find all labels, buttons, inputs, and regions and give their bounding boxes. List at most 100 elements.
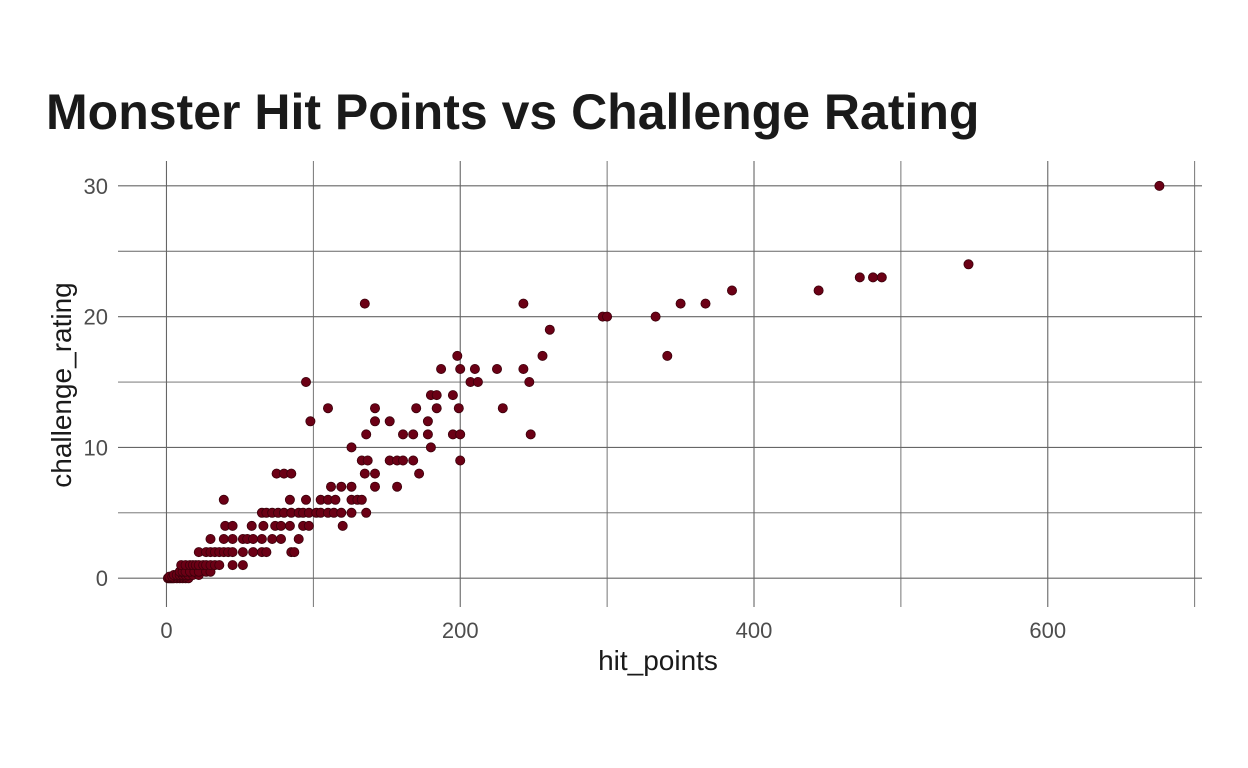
data-point: [261, 547, 272, 558]
data-point: [346, 442, 357, 453]
data-point: [472, 376, 483, 387]
x-tick-label: 600: [1029, 618, 1066, 643]
data-point: [284, 494, 295, 505]
data-point: [602, 311, 613, 322]
data-point: [369, 481, 380, 492]
data-point: [491, 363, 502, 374]
data-point: [227, 560, 238, 571]
data-point: [227, 534, 238, 545]
data-points: [162, 180, 1165, 584]
data-point: [422, 416, 433, 427]
data-point: [214, 560, 225, 571]
data-point: [537, 350, 548, 361]
data-point: [876, 272, 887, 283]
data-point: [453, 403, 464, 414]
data-point: [1154, 180, 1165, 191]
y-tick-label: 30: [84, 174, 108, 199]
data-point: [248, 547, 259, 558]
data-point: [397, 455, 408, 466]
y-axis-tick-labels: 0 10 20 30: [84, 174, 108, 591]
data-point: [300, 376, 311, 387]
data-point: [727, 285, 738, 296]
x-axis-tick-labels: 0 200 400 600: [160, 618, 1066, 643]
data-point: [469, 363, 480, 374]
data-point: [369, 416, 380, 427]
data-point: [369, 468, 380, 479]
data-point: [455, 429, 466, 440]
data-point: [422, 429, 433, 440]
data-point: [275, 520, 286, 531]
data-point: [289, 547, 300, 558]
data-point: [246, 520, 257, 531]
data-point: [237, 560, 248, 571]
data-point: [286, 468, 297, 479]
data-point: [336, 481, 347, 492]
data-point: [369, 403, 380, 414]
data-point: [544, 324, 555, 335]
data-point: [408, 429, 419, 440]
data-point: [425, 442, 436, 453]
data-point: [518, 298, 529, 309]
data-point: [497, 403, 508, 414]
data-point: [362, 455, 373, 466]
data-point: [455, 363, 466, 374]
data-point: [237, 547, 248, 558]
x-tick-label: 400: [736, 618, 773, 643]
data-point: [359, 468, 370, 479]
data-point: [293, 534, 304, 545]
data-point: [227, 547, 238, 558]
data-point: [813, 285, 824, 296]
data-point: [275, 534, 286, 545]
data-point: [963, 259, 974, 270]
data-point: [397, 429, 408, 440]
data-point: [436, 363, 447, 374]
data-point: [336, 507, 347, 518]
data-point: [346, 481, 357, 492]
data-point: [346, 507, 357, 518]
data-point: [675, 298, 686, 309]
data-point: [361, 507, 372, 518]
data-point: [431, 403, 442, 414]
data-point: [218, 534, 229, 545]
y-tick-label: 0: [96, 566, 108, 591]
data-point: [662, 350, 673, 361]
data-point: [431, 390, 442, 401]
data-point: [284, 520, 295, 531]
y-axis-title: challenge_rating: [46, 282, 77, 488]
data-point: [700, 298, 711, 309]
data-point: [854, 272, 865, 283]
data-point: [330, 494, 341, 505]
data-point: [356, 494, 367, 505]
data-point: [414, 468, 425, 479]
data-point: [227, 520, 238, 531]
x-axis-title: hit_points: [598, 645, 718, 676]
data-point: [518, 363, 529, 374]
data-point: [361, 429, 372, 440]
data-point: [305, 416, 316, 427]
data-point: [525, 429, 536, 440]
y-tick-label: 10: [84, 435, 108, 460]
data-point: [325, 481, 336, 492]
data-point: [411, 403, 422, 414]
x-tick-label: 200: [442, 618, 479, 643]
data-point: [650, 311, 661, 322]
data-point: [267, 534, 278, 545]
data-point: [303, 520, 314, 531]
data-point: [524, 376, 535, 387]
data-point: [256, 534, 267, 545]
data-point: [455, 455, 466, 466]
data-point: [452, 350, 463, 361]
data-point: [337, 520, 348, 531]
data-point: [248, 534, 259, 545]
data-point: [300, 494, 311, 505]
data-point: [205, 534, 216, 545]
data-point: [868, 272, 879, 283]
data-point: [447, 390, 458, 401]
data-point: [258, 520, 269, 531]
chart-title: Monster Hit Points vs Challenge Rating: [46, 84, 979, 140]
y-tick-label: 20: [84, 305, 108, 330]
data-point: [218, 494, 229, 505]
data-point: [384, 416, 395, 427]
data-point: [359, 298, 370, 309]
